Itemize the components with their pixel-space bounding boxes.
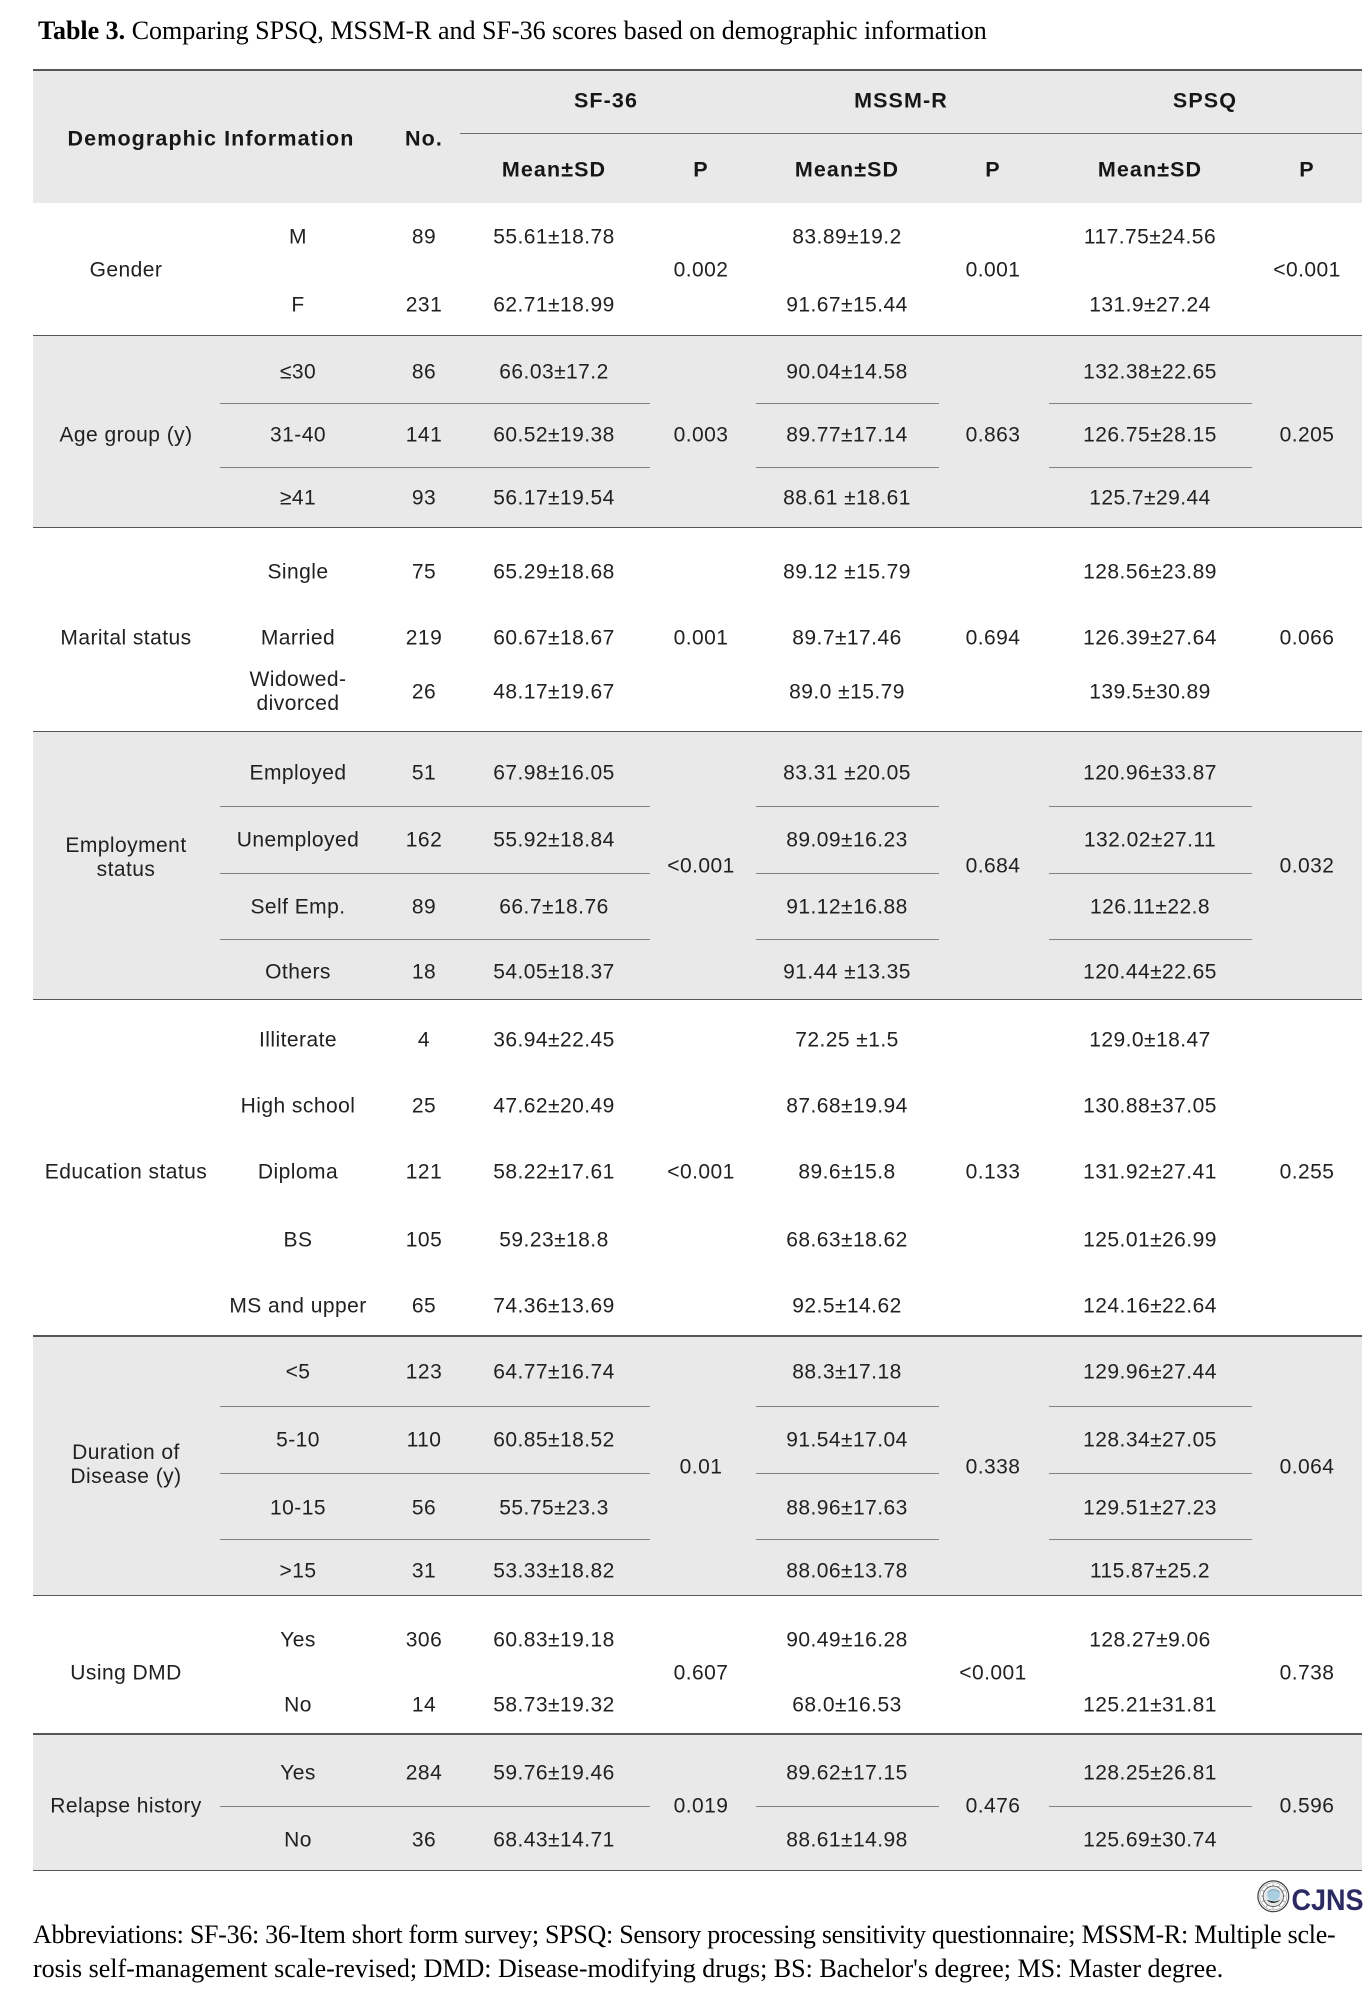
svg-text:CJNS: CJNS xyxy=(1292,1884,1364,1914)
